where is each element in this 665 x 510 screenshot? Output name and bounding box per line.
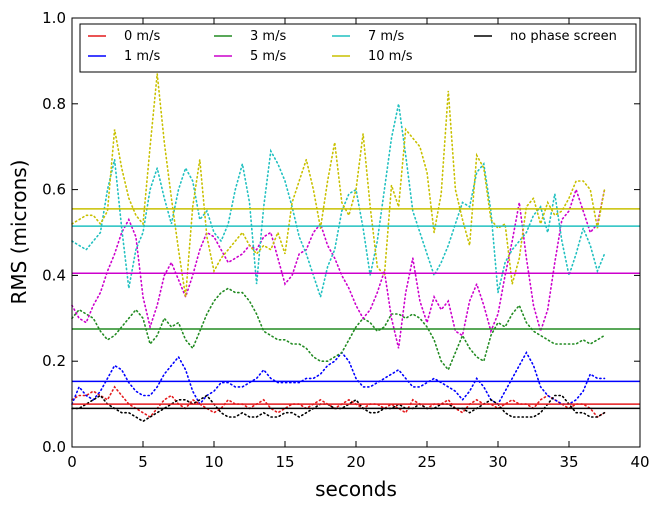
legend-box <box>79 23 637 73</box>
x-axis-label: seconds <box>315 477 397 501</box>
legend-label-10-m-s: 10 m/s <box>368 49 413 64</box>
x-tick-label: 30 <box>488 453 507 471</box>
y-tick-label: 1.0 <box>42 9 66 27</box>
legend-label-no-phase-screen: no phase screen <box>510 29 617 44</box>
y-tick-label: 0.2 <box>42 352 66 370</box>
axis-ticks: 0 5 10 15 20 25 30 35 40 0.0 0.2 0.4 0.6 0.8 1.0 <box>42 9 649 471</box>
series-line-10-m-s <box>71 73 606 298</box>
legend-label-7-m-s: 7 m/s <box>368 29 404 44</box>
series-line-5-m-s <box>71 187 606 349</box>
series-line-no-phase-screen <box>71 394 606 423</box>
y-tick-label: 0.0 <box>42 438 66 456</box>
y-tick-label: 0.8 <box>42 95 66 113</box>
y-tick-label: 0.6 <box>42 181 66 199</box>
x-tick-label: 35 <box>559 453 578 471</box>
legend: 0 m/s 1 m/s 3 m/s 5 m/s 7 m/s 10 m/s no phase … <box>79 23 637 73</box>
reference-lines <box>72 208 640 410</box>
legend-label-3-m-s: 3 m/s <box>250 29 286 44</box>
legend-label-5-m-s: 5 m/s <box>250 49 286 64</box>
series-line-3-m-s <box>71 287 606 372</box>
x-tick-label: 25 <box>417 453 436 471</box>
x-tick-label: 5 <box>138 453 148 471</box>
x-tick-label: 15 <box>275 453 294 471</box>
x-tick-label: 0 <box>67 453 77 471</box>
legend-label-1-m-s: 1 m/s <box>124 49 160 64</box>
y-axis-label: RMS (microns) <box>7 160 31 305</box>
x-tick-label: 20 <box>346 453 365 471</box>
x-tick-label: 40 <box>630 453 649 471</box>
y-tick-label: 0.4 <box>42 266 66 284</box>
x-tick-label: 10 <box>204 453 223 471</box>
series-line-7-m-s <box>71 103 606 300</box>
series-line-1-m-s <box>71 350 606 406</box>
legend-label-0-m-s: 0 m/s <box>124 29 160 44</box>
